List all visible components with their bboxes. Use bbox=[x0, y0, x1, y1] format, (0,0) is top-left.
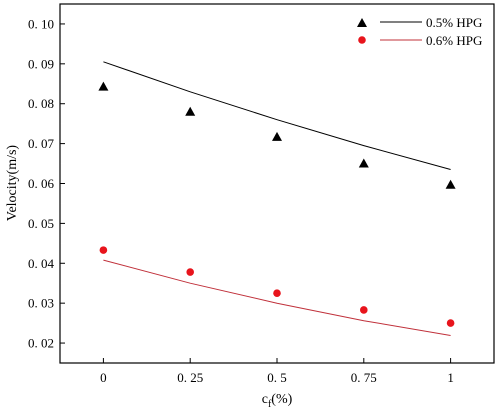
y-tick-label-3: 0. 05 bbox=[28, 216, 54, 231]
point-0-5-hpg-0 bbox=[98, 81, 109, 91]
x-tick-label-1: 0. 25 bbox=[177, 370, 203, 385]
fit-lines bbox=[103, 61, 451, 336]
x-axis-title-subscript: f bbox=[268, 399, 272, 410]
y-tick-label-7: 0. 09 bbox=[28, 56, 54, 71]
x-axis-title-main: c bbox=[262, 392, 268, 407]
point-0-6-hpg-3 bbox=[360, 306, 368, 314]
fit-line-0-5-hpg bbox=[103, 61, 451, 170]
data-markers bbox=[98, 81, 456, 327]
legend-marker-circle bbox=[358, 36, 366, 44]
point-0-5-hpg-4 bbox=[445, 179, 456, 189]
point-0-5-hpg-1 bbox=[185, 106, 196, 116]
legend-marker-triangle bbox=[357, 18, 367, 27]
point-0-6-hpg-2 bbox=[273, 289, 281, 297]
point-0-5-hpg-3 bbox=[358, 158, 369, 168]
y-tick-label-6: 0. 08 bbox=[28, 96, 54, 111]
plot-frame bbox=[59, 3, 495, 364]
legend: 0.5% HPG 0.6% HPG bbox=[357, 15, 482, 48]
x-tick-label-3: 0. 75 bbox=[351, 370, 377, 385]
y-tick-label-5: 0. 07 bbox=[28, 136, 55, 151]
point-0-6-hpg-4 bbox=[446, 319, 455, 327]
y-tick-label-1: 0. 03 bbox=[28, 296, 54, 311]
y-axis: 0. 02 0. 03 0. 04 0. 05 0. 06 0. 07 0. 08 0. 09… bbox=[28, 16, 65, 351]
y-tick-label-4: 0. 06 bbox=[28, 176, 55, 191]
y-tick-label-0: 0. 02 bbox=[28, 336, 54, 351]
fit-line-0-6-hpg bbox=[103, 259, 451, 336]
point-0-6-hpg-1 bbox=[186, 268, 194, 276]
y-tick-label-8: 0. 10 bbox=[28, 16, 54, 31]
point-0-6-hpg-0 bbox=[99, 246, 108, 254]
point-0-5-hpg-2 bbox=[272, 131, 282, 141]
x-tick-label-2: 0. 5 bbox=[267, 370, 287, 385]
legend-label-0-6-hpg: 0.6% HPG bbox=[426, 33, 482, 48]
x-axis: 0 0. 25 0. 5 0. 75 1 bbox=[100, 358, 454, 385]
y-axis-title: Velocity(m/s) bbox=[5, 145, 20, 222]
y-tick-label-2: 0. 04 bbox=[28, 256, 55, 271]
x-tick-label-4: 1 bbox=[447, 370, 454, 385]
legend-label-0-5-hpg: 0.5% HPG bbox=[426, 15, 482, 30]
x-axis-title: cf(%) bbox=[262, 392, 293, 410]
x-axis-title-unit: (%) bbox=[271, 392, 292, 407]
x-tick-label-0: 0 bbox=[100, 370, 107, 385]
